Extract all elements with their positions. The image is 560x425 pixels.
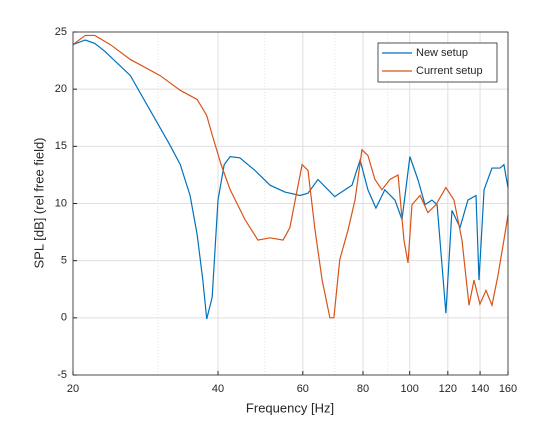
x-tick-label: 100 (400, 383, 418, 395)
x-tick-label: 40 (212, 383, 224, 395)
x-axis-label: Frequency [Hz] (246, 400, 334, 415)
x-tick-label: 160 (499, 383, 517, 395)
x-tick-label: 80 (357, 383, 369, 395)
y-tick-label: 10 (55, 197, 67, 209)
x-tick-label: 20 (67, 383, 79, 395)
y-tick-label: 20 (55, 83, 67, 95)
legend-label: New setup (416, 47, 468, 59)
y-tick-label: 25 (55, 26, 67, 38)
y-tick-label: 5 (61, 255, 67, 267)
legend-box (377, 42, 498, 83)
legend-label: Current setup (416, 65, 483, 77)
x-tick-label: 140 (471, 383, 489, 395)
x-tick-label: 60 (297, 383, 309, 395)
y-tick-label: 15 (55, 140, 67, 152)
x-tick-label: 120 (439, 383, 457, 395)
series-line (72, 34, 509, 319)
plot-frame (72, 31, 509, 376)
y-axis-label: SPL [dB] (rel free field) (31, 137, 46, 268)
y-tick-label: -5 (57, 369, 67, 381)
series-line (72, 39, 509, 320)
y-tick-label: 0 (61, 312, 67, 324)
